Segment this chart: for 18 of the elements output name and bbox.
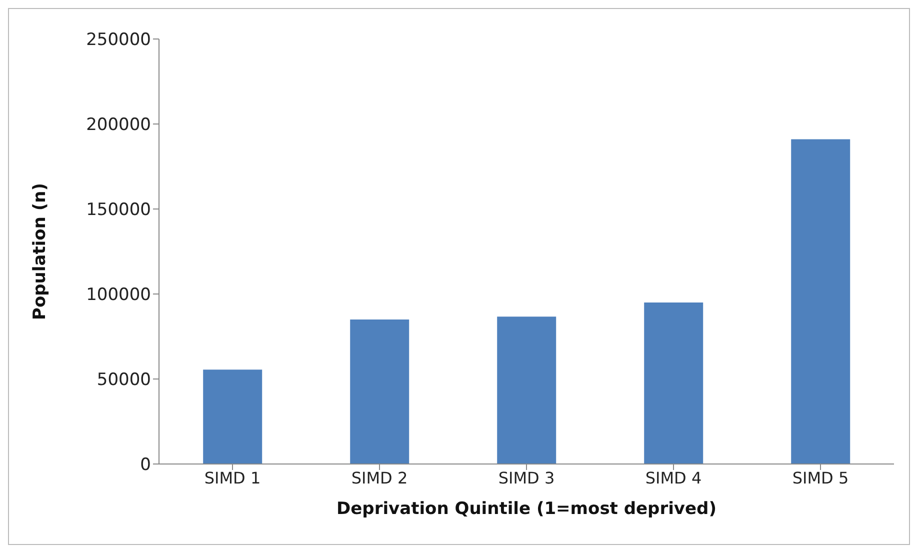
bar	[350, 320, 410, 464]
x-tick-label: SIMD 5	[792, 468, 849, 488]
x-tick-label: SIMD 2	[351, 468, 408, 488]
bar	[791, 139, 850, 464]
y-tick-label: 0	[140, 455, 151, 476]
y-axis-title: Population (n)	[30, 182, 50, 320]
y-tick-label: 50000	[96, 370, 151, 390]
x-tick-label: SIMD 1	[204, 468, 261, 488]
bar	[644, 302, 704, 464]
y-tick-label: 250000	[86, 30, 151, 50]
x-tick-label: SIMD 4	[645, 468, 702, 488]
bar	[497, 316, 556, 464]
bar	[203, 370, 262, 464]
y-tick-label: 150000	[86, 200, 151, 220]
x-axis-title: Deprivation Quintile (1=most deprived)	[336, 499, 716, 519]
y-tick-label: 200000	[86, 115, 151, 136]
x-tick-label: SIMD 3	[498, 468, 555, 488]
y-tick-label: 100000	[86, 285, 151, 306]
